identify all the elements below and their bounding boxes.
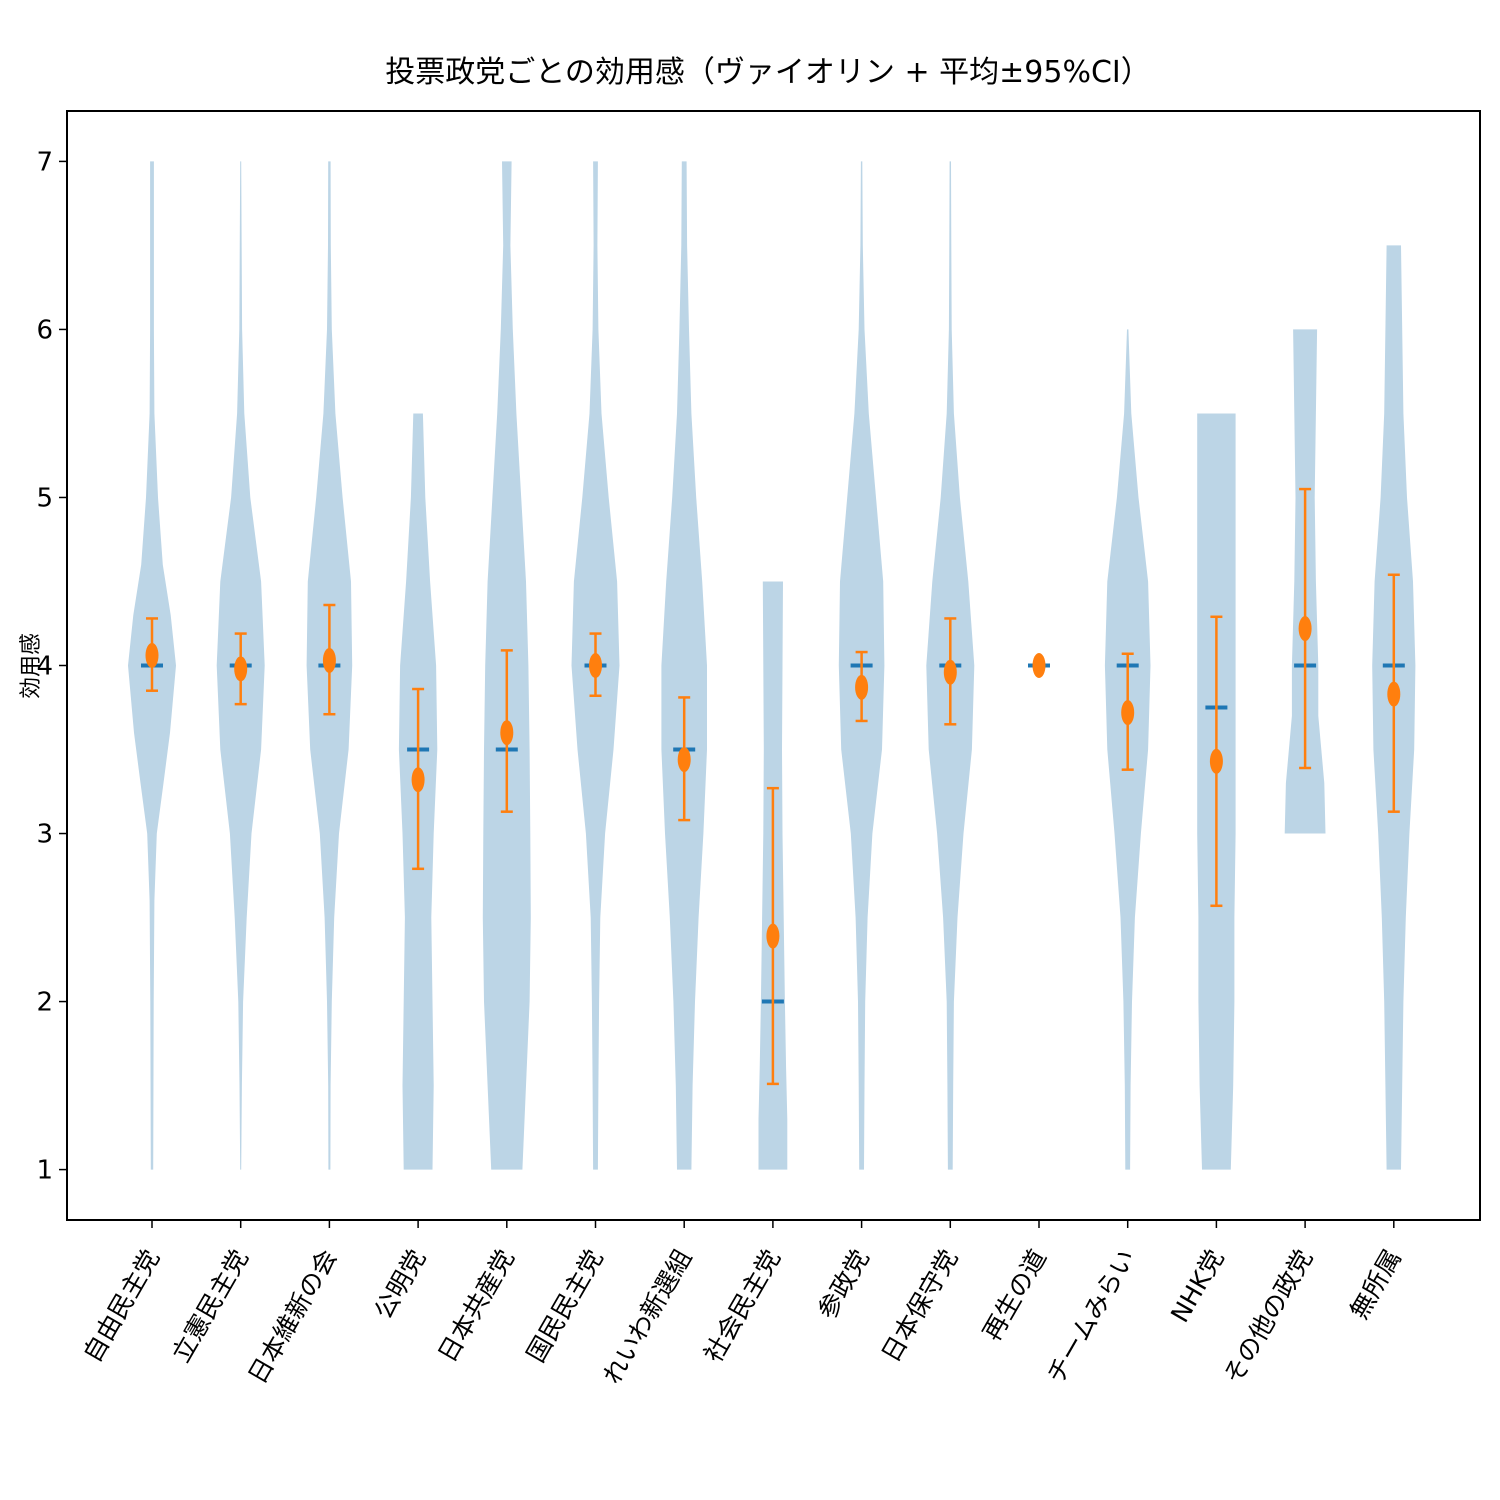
mean-marker — [234, 656, 248, 682]
y-tick-label: 3 — [36, 820, 53, 850]
x-tick-label: 社会民主党 — [698, 1245, 786, 1368]
mean-marker — [322, 647, 336, 673]
x-tick-label: 公明党 — [369, 1245, 432, 1324]
mean-marker — [1387, 681, 1401, 707]
mean-marker — [500, 720, 514, 746]
y-tick-label: 1 — [36, 1156, 53, 1186]
x-tick-label: 日本共産党 — [432, 1245, 520, 1368]
y-tick-label: 4 — [36, 652, 53, 682]
x-tick-label: れいわ新選組 — [597, 1245, 697, 1389]
x-tick-label: NHK党 — [1165, 1245, 1230, 1328]
mean-marker — [145, 642, 159, 668]
x-tick-label: 国民民主党 — [521, 1245, 609, 1368]
mean-marker — [1209, 748, 1223, 774]
x-tick-label: 再生の道 — [977, 1245, 1052, 1346]
mean-marker — [411, 767, 425, 793]
mean-marker — [943, 659, 957, 685]
y-axis-label: 効用感 — [19, 633, 44, 699]
violin-body — [661, 161, 707, 1170]
x-tick-label: 立憲民主党 — [166, 1245, 254, 1368]
y-tick-label: 2 — [36, 988, 53, 1018]
x-tick-label: 参政党 — [812, 1245, 875, 1324]
y-tick-label: 6 — [36, 315, 53, 345]
x-tick-label: 自由民主党 — [78, 1245, 166, 1368]
mean-marker — [766, 923, 780, 949]
chart-title: 投票政党ごとの効用感（ヴァイオリン + 平均±95%CI） — [385, 55, 1151, 90]
y-axis: 1 2 3 4 5 6 7 — [36, 147, 67, 1186]
mean-marker — [589, 653, 602, 678]
mean-marker — [677, 747, 691, 773]
x-tick-label: 日本保守党 — [876, 1245, 964, 1368]
means-layer — [145, 616, 1401, 949]
mean-marker — [1032, 653, 1046, 678]
mean-marker — [1298, 616, 1312, 642]
mean-marker — [1121, 700, 1135, 726]
mean-marker — [855, 674, 869, 700]
x-tick-label: 日本維新の会 — [242, 1245, 342, 1389]
x-tick-label: 無所属 — [1344, 1245, 1407, 1324]
y-tick-label: 5 — [36, 483, 53, 513]
x-tick-label: チームみらい — [1041, 1245, 1141, 1389]
x-tick-label: その他の政党 — [1218, 1245, 1318, 1389]
y-tick-label: 7 — [36, 147, 53, 177]
